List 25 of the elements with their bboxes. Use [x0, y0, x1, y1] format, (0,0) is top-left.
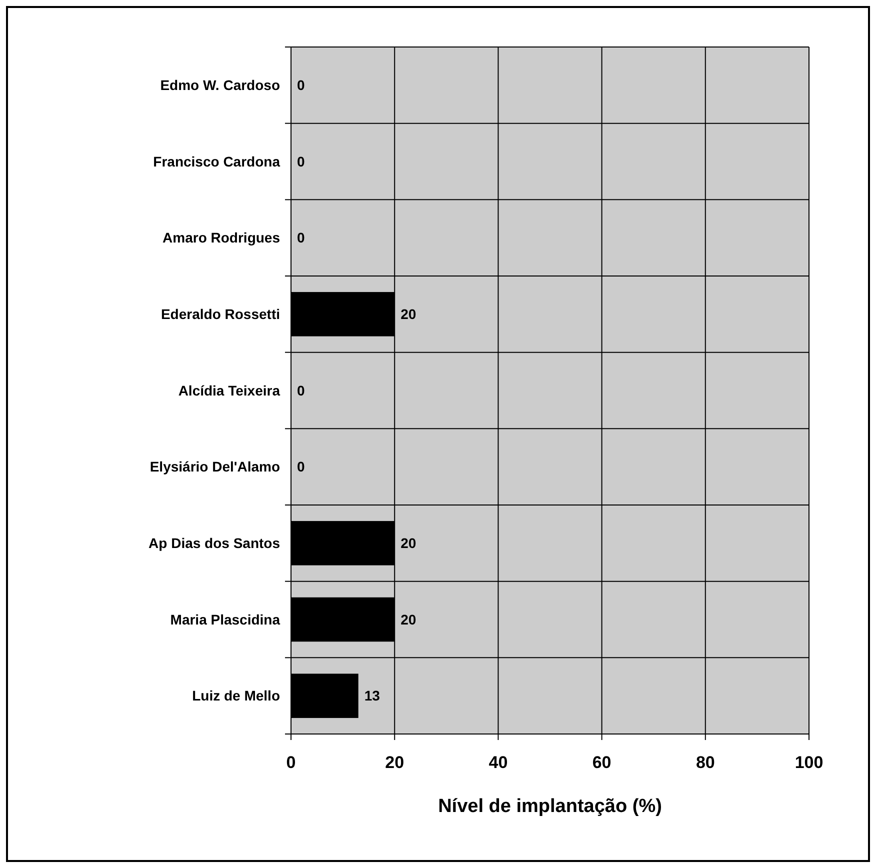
x-tick-label: 20 [385, 753, 404, 772]
data-label: 0 [297, 77, 305, 94]
y-tick-label: Elysiário Del'Alamo [150, 458, 280, 475]
data-label: 0 [297, 458, 305, 475]
data-label: 0 [297, 153, 305, 170]
data-label: 13 [364, 688, 380, 704]
y-tick-label: Maria Plascidina [170, 611, 280, 628]
data-label: 20 [400, 306, 416, 322]
y-tick-label: Alcídia Teixeira [178, 382, 280, 398]
y-tick-label: Ap Dias dos Santos [148, 535, 280, 552]
y-tick-label: Luiz de Mello [192, 688, 280, 704]
x-tick-label: 60 [592, 753, 612, 772]
data-label: 0 [297, 230, 305, 246]
x-tick-label: 0 [286, 753, 296, 772]
data-label: 20 [400, 535, 416, 552]
data-label: 0 [297, 382, 305, 398]
y-tick-label: Amaro Rodrigues [162, 230, 280, 246]
x-tick-label: 40 [488, 753, 508, 772]
y-tick-label: Ederaldo Rossetti [160, 306, 280, 322]
x-tick-label: 80 [696, 753, 715, 772]
y-tick-label: Edmo W. Cardoso [160, 77, 280, 94]
y-tick-label: Francisco Cardona [153, 153, 280, 170]
x-tick-label: 100 [794, 753, 824, 772]
x-axis-title: Nível de implantação (%) [438, 796, 662, 817]
data-label: 20 [400, 611, 416, 628]
